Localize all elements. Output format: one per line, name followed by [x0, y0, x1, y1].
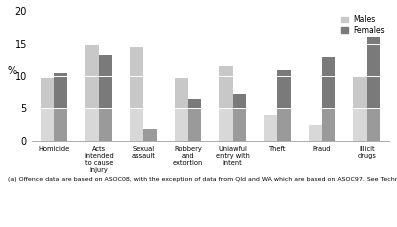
- Bar: [54, 108, 67, 141]
- Bar: [322, 57, 335, 108]
- Y-axis label: %: %: [7, 66, 16, 76]
- Bar: [367, 37, 380, 108]
- Bar: [41, 78, 54, 108]
- Bar: [175, 78, 188, 108]
- Bar: [130, 47, 143, 108]
- Bar: [143, 129, 157, 141]
- Bar: [278, 108, 291, 141]
- Bar: [220, 66, 233, 108]
- Bar: [41, 108, 54, 141]
- Bar: [188, 108, 202, 141]
- Bar: [264, 115, 278, 141]
- Bar: [309, 125, 322, 141]
- Bar: [367, 108, 380, 141]
- Bar: [353, 108, 367, 141]
- Bar: [278, 69, 291, 108]
- Bar: [85, 44, 99, 108]
- Bar: [99, 55, 112, 108]
- Bar: [233, 94, 246, 108]
- Bar: [175, 108, 188, 141]
- Bar: [85, 108, 99, 141]
- Bar: [54, 73, 67, 108]
- Bar: [353, 77, 367, 108]
- Bar: [233, 108, 246, 141]
- Bar: [322, 108, 335, 141]
- Bar: [220, 108, 233, 141]
- Text: (a) Offence data are based on ASOC08, with the exception of data from Qld and WA: (a) Offence data are based on ASOC08, wi…: [8, 177, 397, 182]
- Legend: Males, Females: Males, Females: [341, 15, 385, 35]
- Bar: [130, 108, 143, 141]
- Bar: [99, 108, 112, 141]
- Bar: [188, 99, 202, 108]
